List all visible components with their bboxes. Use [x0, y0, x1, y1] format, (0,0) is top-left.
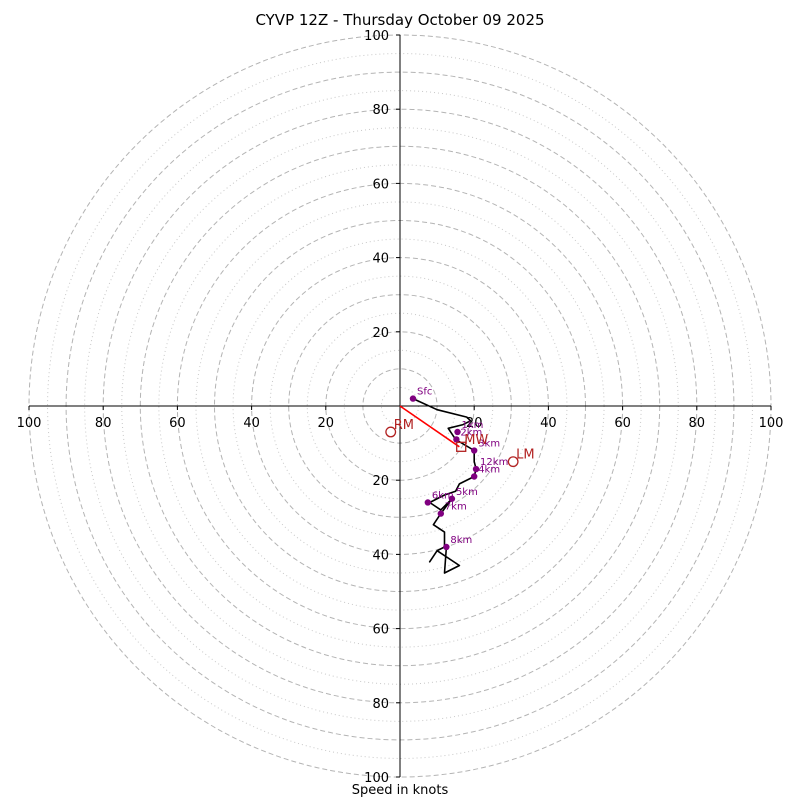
y-tick-label: 100: [364, 29, 389, 44]
storm-label-MW: MW: [464, 433, 488, 448]
x-tick-label: 80: [689, 416, 706, 431]
y-tick-label: 40: [372, 252, 389, 267]
height-marker-7km: [437, 510, 445, 517]
y-tick-label: 60: [372, 177, 389, 192]
height-label-12km: 12km: [480, 457, 508, 468]
storm-marker-RM: [385, 426, 397, 438]
height-label-5km: 5km: [456, 487, 478, 498]
chart-title: CYVP 12Z - Thursday October 09 2025: [255, 11, 545, 29]
x-tick-label: 20: [318, 416, 335, 431]
height-label-7km: 7km: [445, 502, 467, 513]
y-tick-label: 80: [372, 697, 389, 712]
storm-motion-markers: RM LM MW: [385, 418, 535, 468]
x-tick-label: 60: [169, 416, 186, 431]
shear-vector: [399, 405, 460, 448]
height-label-4km: 4km: [478, 464, 500, 475]
height-label-6km: 6km: [432, 490, 454, 501]
height-marker-3km: [471, 447, 478, 454]
storm-label-LM: LM: [516, 448, 534, 463]
height-label-8km: 8km: [450, 535, 472, 546]
height-label-3km: 3km: [478, 439, 500, 450]
y-tick-label: 40: [372, 548, 389, 563]
height-marker-2km: [453, 436, 460, 443]
x-tick-label: 40: [540, 416, 557, 431]
shear-vector-group: [399, 405, 460, 448]
height-label-1km: 1km: [462, 420, 484, 431]
hodograph-trace: [412, 397, 477, 574]
y-tick-label: 100: [364, 771, 389, 786]
y-tick-label: 60: [372, 623, 389, 638]
height-marker-1km: [454, 428, 461, 436]
storm-marker-MW: [456, 441, 467, 452]
height-marker-Sfc: [409, 395, 417, 402]
y-tick-label: 80: [372, 103, 389, 118]
x-tick-label: 60: [614, 416, 631, 431]
height-label-Sfc: Sfc: [417, 387, 432, 398]
height-marker-4km: [471, 473, 478, 480]
hodograph-trace-group: [412, 397, 477, 574]
tick-labels: 100 80 60 40 20 20 40 60 80 100100806040202040608…: [17, 29, 784, 786]
height-marker-5km: [448, 495, 456, 502]
y-tick-label: 20: [372, 326, 389, 341]
storm-marker-LM: [507, 456, 519, 468]
x-tick-label: 80: [95, 416, 112, 431]
x-tick-label: 40: [243, 416, 260, 431]
height-marker-6km: [424, 499, 432, 506]
x-axis-label: Speed in knots: [351, 783, 449, 798]
height-marker-8km: [443, 543, 450, 551]
x-tick-label: 100: [759, 416, 784, 431]
height-marker-12km: [472, 465, 480, 473]
storm-label-RM: RM: [394, 418, 414, 433]
height-label-2km: 2km: [460, 427, 482, 438]
x-tick-label: 100: [17, 416, 42, 431]
y-tick-label: 20: [372, 474, 389, 489]
